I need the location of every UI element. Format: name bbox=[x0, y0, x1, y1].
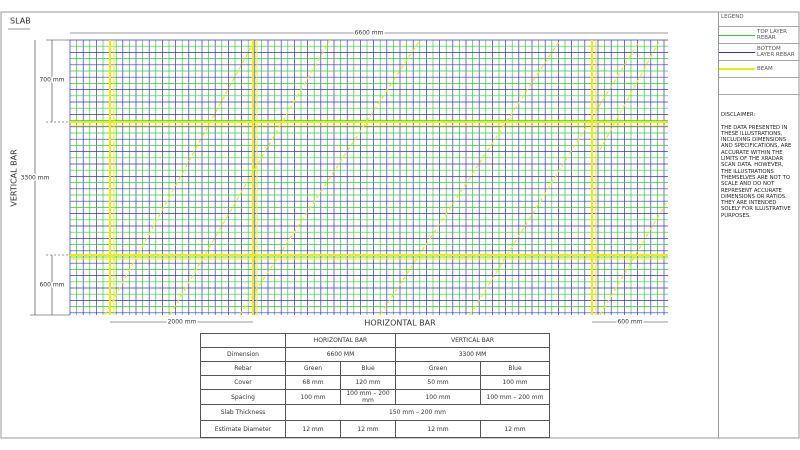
cell: 100 mm bbox=[285, 389, 341, 405]
dim-bottom-right: 600 mm bbox=[617, 319, 642, 326]
cell: Estimate Diameter bbox=[200, 420, 286, 438]
cell: Green bbox=[285, 361, 341, 376]
title: SLAB bbox=[10, 17, 31, 26]
cell: 68 mm bbox=[285, 375, 341, 390]
dim-top: 6600 mm bbox=[355, 30, 384, 37]
cell: 100 mm bbox=[480, 375, 550, 390]
dim-left-bottom: 600 mm bbox=[39, 282, 64, 289]
cell: 50 mm bbox=[395, 375, 481, 390]
disclaimer: DISCLAIMER: THE DATA PRESENTED IN THESE … bbox=[721, 112, 795, 219]
cell: 6600 MM bbox=[285, 347, 396, 362]
legend: LEGEND TOP LAYER REBAR BOTTOM LAYER REBA… bbox=[718, 12, 800, 438]
rebar-line bbox=[169, 39, 331, 316]
cell: 150 mm – 200 mm bbox=[285, 404, 550, 421]
cell: Blue bbox=[480, 361, 550, 376]
cell: 100 mm bbox=[395, 389, 481, 405]
rebar-line bbox=[599, 199, 669, 316]
cell: Cover bbox=[200, 375, 286, 390]
cell: Slab Thickness bbox=[200, 404, 286, 421]
cell: 3300 MM bbox=[395, 347, 550, 362]
dim-left-overall: 3300 mm bbox=[21, 175, 50, 182]
horizontal-label: HORIZONTAL BAR bbox=[364, 319, 436, 328]
legend-item: BOTTOM LAYER REBAR bbox=[757, 46, 795, 58]
vertical-label: VERTICAL BAR bbox=[10, 149, 19, 207]
cell: 12 mm bbox=[395, 420, 481, 438]
cell: VERTICAL BAR bbox=[395, 333, 550, 348]
cell: 12 mm bbox=[480, 420, 550, 438]
rebar-line bbox=[469, 39, 641, 316]
dimension-lines bbox=[30, 32, 668, 323]
cell: Blue bbox=[340, 361, 396, 376]
frame bbox=[0, 11, 800, 439]
cell: 12 mm bbox=[340, 420, 396, 438]
spec-table: HORIZONTAL BAR VERTICAL BAR Dimension 6600… bbox=[200, 333, 550, 438]
cell: 12 mm bbox=[285, 420, 341, 438]
legend-item: TOP LAYER REBAR bbox=[757, 29, 787, 41]
cell: Dimension bbox=[200, 347, 286, 362]
disclaimer-text: THE DATA PRESENTED IN THESE ILLUSTRATION… bbox=[721, 124, 792, 219]
legend-title: LEGEND bbox=[719, 12, 800, 27]
cell: 100 mm – 200 mm bbox=[340, 389, 396, 405]
cell: 120 mm bbox=[340, 375, 396, 390]
dim-bottom-left: 2000 mm bbox=[168, 319, 197, 326]
cell: Rebar bbox=[200, 361, 286, 376]
rebar-grid bbox=[69, 39, 669, 316]
legend-item: BEAM bbox=[757, 66, 773, 72]
cell: Green bbox=[395, 361, 481, 376]
rebar-line bbox=[239, 39, 421, 316]
cell: 100 mm – 200 mm bbox=[480, 389, 550, 405]
rebar-line bbox=[104, 39, 256, 316]
dim-left-top: 700 mm bbox=[39, 77, 64, 84]
cell: HORIZONTAL BAR bbox=[285, 333, 396, 348]
disclaimer-title: DISCLAIMER: bbox=[721, 112, 756, 118]
rebar-line bbox=[379, 39, 561, 316]
cell: Spacing bbox=[200, 389, 286, 405]
